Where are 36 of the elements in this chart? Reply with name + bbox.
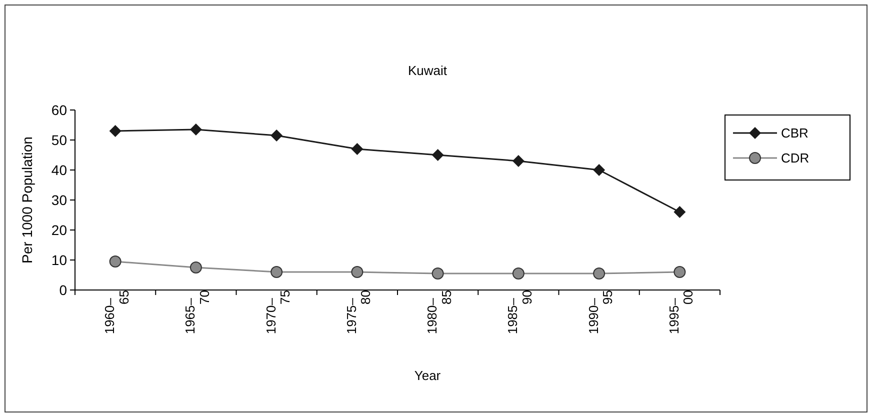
- point: [351, 143, 364, 155]
- point: [190, 262, 202, 274]
- x-tick-label: 1980–85: [424, 290, 454, 334]
- point: [674, 206, 686, 218]
- legend-label: CDR: [781, 150, 810, 166]
- y-tick-label: 30: [51, 192, 68, 208]
- x-tick-label: 1995–00: [666, 290, 696, 334]
- x-tick-label: 1985–90: [505, 290, 534, 334]
- y-tick-label: 10: [51, 252, 68, 268]
- y-tick-label: 60: [51, 102, 68, 118]
- point: [432, 149, 444, 161]
- y-tick-label: 0: [59, 282, 68, 298]
- point: [674, 266, 686, 278]
- point: [270, 130, 283, 142]
- x-tick-label: 1990–95: [586, 290, 616, 334]
- point: [593, 268, 606, 280]
- point: [270, 266, 283, 278]
- point: [190, 124, 202, 136]
- x-tick-label: 1965–70: [182, 290, 212, 334]
- point: [109, 125, 122, 137]
- point: [593, 164, 606, 176]
- y-axis-title: Per 1000 Population: [19, 136, 35, 264]
- y-tick-label: 50: [51, 132, 68, 148]
- point: [512, 155, 524, 167]
- y-tick-label: 40: [51, 162, 68, 178]
- x-axis-title: Year: [414, 368, 442, 383]
- point: [351, 266, 364, 278]
- x-tick-label: 1970–75: [263, 290, 293, 334]
- point: [512, 268, 524, 280]
- chart-title: Kuwait: [408, 63, 448, 78]
- y-tick-label: 20: [51, 222, 68, 238]
- x-tick-label: 1975–80: [344, 290, 374, 334]
- legend-label: CBR: [781, 126, 808, 141]
- point: [109, 256, 122, 268]
- point: [432, 268, 444, 280]
- x-tick-label: 1960–65: [102, 290, 132, 334]
